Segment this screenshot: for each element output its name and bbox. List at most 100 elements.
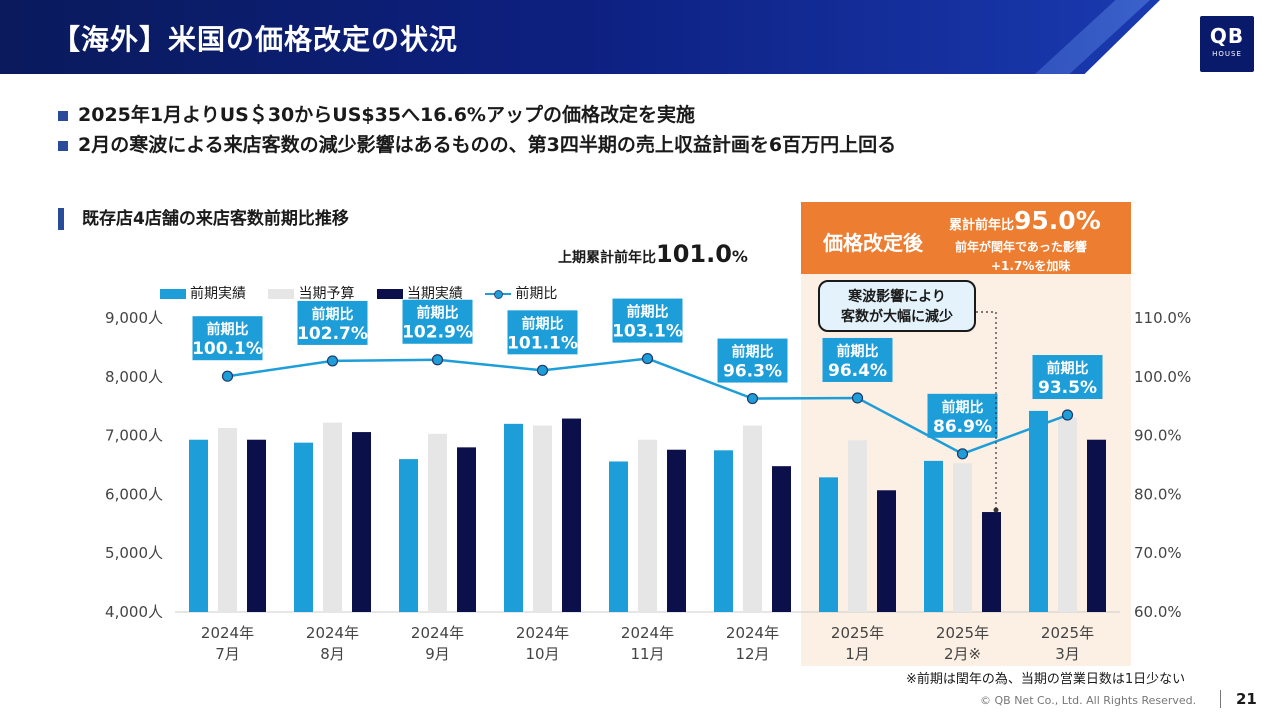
ratio-point — [1061, 409, 1074, 421]
bar-budget — [848, 440, 867, 612]
ratio-label-value: 100.1% — [192, 339, 263, 359]
ratio-label-box — [717, 338, 788, 383]
legend-label: 当期実績 — [406, 286, 463, 302]
ratio-label-box — [1032, 355, 1103, 400]
cold-wave-callout: 寒波影響により 客数が大幅に減少 — [818, 280, 976, 332]
bar-budget — [638, 439, 657, 612]
ratio-label-value: 96.3% — [723, 362, 782, 382]
ratio-label-box — [927, 393, 998, 438]
y-left-tick-label: 8,000人 — [105, 368, 163, 386]
bar-budget — [953, 463, 972, 612]
x-tick-label-month: 12月 — [735, 645, 769, 663]
ratio-point — [536, 364, 549, 376]
summary-bullets: 2025年1月よりUS＄30からUS$35へ16.6%アップの価格改定を実施 2… — [58, 100, 896, 160]
callout-connector — [976, 311, 997, 508]
logo-main-text: QB — [1209, 24, 1245, 48]
y-right-tick-label: 80.0% — [1134, 485, 1182, 503]
legend-swatch — [268, 289, 295, 299]
bullet-item: 2025年1月よりUS＄30からUS$35へ16.6%アップの価格改定を実施 — [58, 100, 896, 130]
y-left-tick-label: 4,000人 — [105, 603, 163, 621]
y-left-tick-label: 5,000人 — [105, 544, 163, 562]
bar-budget — [323, 422, 342, 612]
qb-house-logo: QB HOUSE — [1200, 16, 1254, 72]
y-right-tick-label: 70.0% — [1134, 544, 1182, 562]
bar-current-actual — [457, 447, 476, 612]
bar-prior-actual — [924, 460, 943, 612]
post-revision-cum-value: 95.0% — [1014, 206, 1101, 235]
ratio-label-value: 101.1% — [507, 333, 578, 353]
x-tick-label-month: 1月 — [845, 645, 870, 663]
bar-current-actual — [562, 418, 581, 612]
x-tick-label-month: 8月 — [320, 645, 345, 663]
x-tick-label-year: 2024年 — [306, 624, 359, 642]
bar-prior-actual — [609, 461, 628, 612]
ratio-label-value: 103.1% — [612, 322, 683, 342]
bar-current-actual — [877, 490, 896, 612]
x-tick-label-year: 2025年 — [1041, 624, 1094, 642]
ratio-label-value: 102.7% — [297, 324, 368, 344]
callout-line-1: 寒波影響により — [848, 289, 946, 305]
callout-connector-dot — [993, 507, 999, 513]
chart-section-title: 既存店4店舗の来店客数前期比推移 — [58, 208, 349, 230]
first-half-cumulative: 上期累計前年比101.0% — [558, 240, 748, 268]
chart-legend: 前期実績 当期予算 当期実績 前期比 — [160, 283, 575, 303]
post-revision-header: 価格改定後 累計前年比95.0% 前年が閏年であった影響 +1.7%を加味 — [801, 202, 1131, 274]
page-separator — [1220, 690, 1221, 708]
first-half-unit: % — [731, 247, 748, 266]
x-tick-label-year: 2025年 — [831, 624, 884, 642]
ratio-label-prefix: 前期比 — [1047, 360, 1089, 377]
bar-budget — [743, 425, 762, 612]
legend-ratio: 前期比 — [485, 283, 557, 303]
post-revision-cum-label: 累計前年比 — [949, 218, 1015, 233]
legend-prior-actual: 前期実績 — [160, 283, 246, 303]
bullet-item: 2月の寒波による来店客数の減少影響はあるものの、第3四半期の売上収益計画を6百万… — [58, 130, 896, 160]
legend-current-actual: 当期実績 — [376, 283, 463, 303]
page-title: 【海外】米国の価格改定の状況 — [52, 23, 459, 56]
ratio-label-prefix: 前期比 — [522, 315, 564, 332]
bar-current-actual — [772, 466, 791, 612]
ratio-label-value: 102.9% — [402, 323, 473, 343]
ratio-label-value: 96.4% — [828, 361, 887, 381]
header-band — [0, 0, 1160, 74]
bar-current-actual — [667, 449, 686, 612]
legend-swatch — [376, 289, 403, 299]
ratio-label-box — [612, 298, 683, 343]
ratio-label-prefix: 前期比 — [627, 304, 669, 321]
page-number: 21 — [1236, 690, 1257, 708]
bar-prior-actual — [714, 450, 733, 612]
x-tick-label-month: 2月※ — [944, 645, 981, 663]
x-tick-label-month: 3月 — [1055, 645, 1080, 663]
bar-current-actual — [352, 432, 371, 612]
copyright: © QB Net Co., Ltd. All Rights Reserved. — [980, 694, 1197, 707]
bar-prior-actual — [399, 459, 418, 612]
ratio-point — [326, 355, 339, 367]
y-right-tick-label: 90.0% — [1134, 427, 1182, 445]
post-revision-note-1: 前年が閏年であった影響 — [955, 240, 1087, 254]
x-tick-label-month: 10月 — [525, 645, 559, 663]
bar-current-actual — [247, 439, 266, 612]
first-half-value: 101.0 — [656, 240, 732, 268]
ratio-point — [746, 392, 759, 405]
y-right-tick-label: 110.0% — [1134, 309, 1191, 327]
ratio-label-box — [507, 310, 578, 355]
bar-budget — [1058, 417, 1077, 612]
ratio-point — [851, 392, 864, 404]
ratio-label-value: 86.9% — [933, 417, 992, 437]
x-tick-label-year: 2024年 — [621, 624, 674, 642]
post-revision-cumulative: 累計前年比95.0% — [949, 206, 1101, 235]
legend-label: 当期予算 — [298, 286, 355, 302]
ratio-label-prefix: 前期比 — [942, 399, 984, 416]
x-tick-label-month: 7月 — [215, 645, 240, 663]
bar-current-actual — [982, 512, 1001, 612]
first-half-label: 上期累計前年比 — [558, 250, 656, 266]
ratio-label-prefix: 前期比 — [207, 321, 249, 338]
bar-prior-actual — [504, 423, 523, 612]
bar-budget — [218, 427, 237, 612]
post-revision-label: 価格改定後 — [823, 231, 923, 255]
ratio-point — [221, 370, 234, 382]
legend-swatch — [160, 289, 186, 299]
ratio-label-prefix: 前期比 — [732, 344, 774, 361]
y-left-tick-label: 6,000人 — [105, 485, 163, 503]
y-left-tick-label: 9,000人 — [105, 309, 163, 327]
ratio-point — [641, 352, 654, 365]
